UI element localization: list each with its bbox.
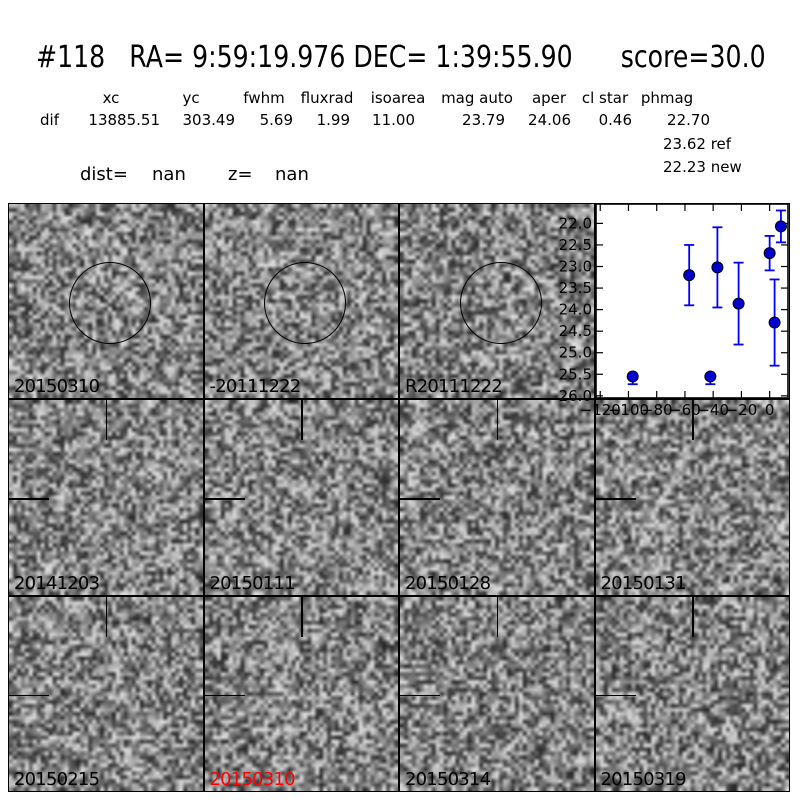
value-mag-auto: 23.79	[462, 111, 505, 129]
cutout-grid: 20150310 -20111222 R20111222 20141203 20…	[8, 203, 790, 792]
value-fluxrad: 1.99	[316, 111, 350, 129]
cutout-panel: 20150319	[594, 595, 790, 792]
cutout-label-highlighted: 20150310	[209, 768, 296, 790]
cutout-label: 20150314	[405, 768, 491, 790]
crosshair-tick-top	[301, 596, 303, 637]
crosshair-tick-top	[496, 400, 499, 441]
cutout-label: 20150128	[405, 572, 491, 594]
target-circle-marker	[264, 262, 347, 345]
value-cl-star: 0.46	[598, 111, 632, 129]
crosshair-tick-top	[496, 596, 499, 637]
column-header-fwhm: fwhm	[243, 89, 285, 107]
figure-title: #118 RA= 9:59:19.976 DEC= 1:39:55.90 sco…	[36, 40, 766, 75]
cutout-label: 20141203	[14, 572, 100, 594]
value-xc: 13885.51	[88, 111, 160, 129]
value-yc: 303.49	[182, 111, 236, 129]
crosshair-tick-left	[400, 498, 440, 500]
crosshair-tick-left	[204, 498, 245, 500]
row-label-dif: dif	[40, 111, 59, 129]
cutout-panel: 20150131	[594, 399, 790, 596]
lightcurve-cell	[594, 203, 790, 400]
cutout-panel-ref: -20111222	[203, 203, 399, 400]
crosshair-tick-top	[692, 400, 694, 441]
value-aper: 24.06	[528, 111, 571, 129]
column-header-yc: yc	[182, 89, 200, 107]
crosshair-tick-left	[204, 694, 245, 697]
column-header-fluxrad: fluxrad	[300, 89, 354, 107]
column-header-aper: aper	[531, 89, 567, 107]
crosshair-tick-top	[692, 596, 694, 637]
cutout-label: R20111222	[405, 376, 503, 398]
value-isoarea: 11.00	[372, 111, 415, 129]
column-header-cl-star: cl star	[581, 89, 629, 107]
cutout-panel-detection: 20150310	[203, 595, 399, 792]
column-header-xc: xc	[102, 89, 120, 107]
crosshair-tick-top	[105, 400, 108, 441]
cutout-panel-ref2: R20111222	[399, 203, 595, 400]
target-circle-marker	[68, 262, 151, 345]
target-circle-marker	[459, 262, 542, 345]
crosshair-tick-left	[595, 694, 636, 697]
dist-value: nan	[152, 164, 186, 185]
value-fwhm: 5.69	[259, 111, 293, 129]
z-label: z=	[228, 164, 253, 185]
cutout-panel: 20150314	[399, 595, 595, 792]
new-magnitude: 22.23 new	[663, 158, 742, 176]
crosshair-tick-left	[9, 694, 49, 697]
cutout-label: 20150215	[14, 768, 100, 790]
cutout-panel: 20141203	[8, 399, 204, 596]
cutout-label: 20150111	[209, 572, 296, 594]
cutout-label: -20111222	[209, 376, 302, 398]
cutout-panel: 20150111	[203, 399, 399, 596]
cutout-label: 20150310	[14, 376, 100, 398]
crosshair-tick-left	[9, 498, 49, 500]
dist-label: dist=	[80, 164, 128, 185]
value-phmag: 22.70	[667, 111, 710, 129]
ref-magnitude: 23.62 ref	[663, 135, 732, 153]
cutout-label: 20150319	[600, 768, 687, 790]
crosshair-tick-top	[301, 400, 303, 441]
cutout-panel-new: 20150310	[8, 203, 204, 400]
cutout-label: 20150131	[600, 572, 687, 594]
cutout-panel: 20150128	[399, 399, 595, 596]
column-header-mag-auto: mag auto	[441, 89, 513, 107]
column-header-phmag: phmag	[640, 89, 694, 107]
crosshair-tick-left	[595, 498, 636, 500]
z-value: nan	[275, 164, 309, 185]
cutout-panel: 20150215	[8, 595, 204, 792]
crosshair-tick-top	[105, 596, 108, 637]
crosshair-tick-left	[400, 694, 440, 697]
column-header-isoarea: isoarea	[370, 89, 426, 107]
